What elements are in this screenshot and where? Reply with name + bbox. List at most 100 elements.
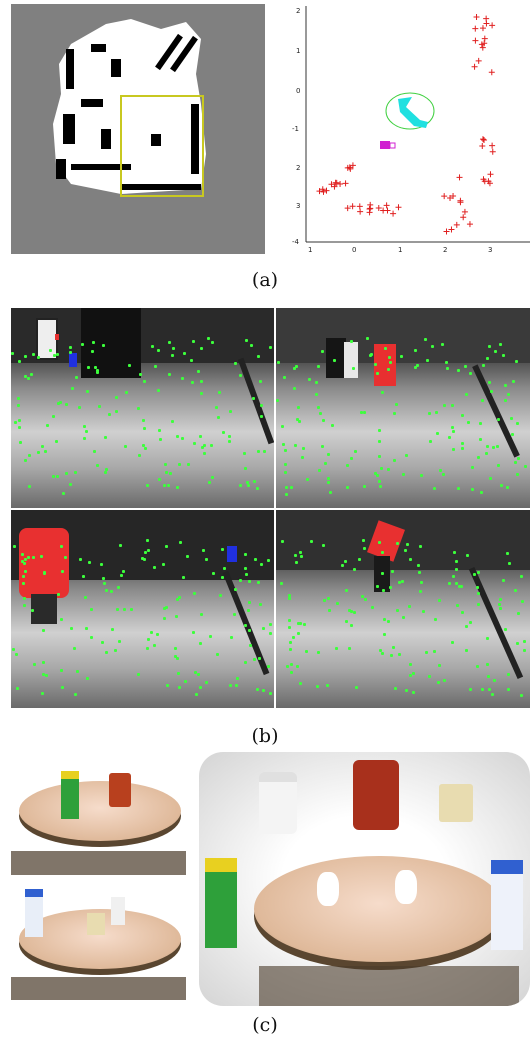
feature-point xyxy=(493,679,496,682)
feature-point xyxy=(171,354,174,357)
red-cross-points xyxy=(316,14,496,235)
feature-point xyxy=(395,403,398,406)
magenta-marker xyxy=(380,141,390,149)
feature-point xyxy=(218,391,221,394)
person-blue xyxy=(69,353,77,367)
feature-point xyxy=(208,481,211,484)
feature-point xyxy=(199,642,202,645)
feature-point xyxy=(116,608,119,611)
red-cross-point xyxy=(457,199,464,206)
feature-point xyxy=(378,480,381,483)
person-red xyxy=(55,334,59,340)
feature-point xyxy=(391,570,394,573)
feature-point xyxy=(328,609,331,612)
feature-point xyxy=(515,360,518,363)
feature-point xyxy=(88,561,91,564)
red-cross-point xyxy=(380,207,387,214)
feature-point xyxy=(192,631,195,634)
feature-point xyxy=(156,633,159,636)
feature-point xyxy=(465,393,468,396)
feature-point xyxy=(115,396,118,399)
feature-point xyxy=(174,655,177,658)
feature-point xyxy=(523,640,526,643)
feature-point xyxy=(158,478,161,481)
building xyxy=(276,510,530,570)
point-cloud-large xyxy=(199,752,530,1006)
feature-point xyxy=(507,393,510,396)
feature-point xyxy=(96,371,99,374)
feature-point xyxy=(476,586,479,589)
feature-point xyxy=(244,567,247,570)
feature-point xyxy=(499,343,502,346)
feature-point xyxy=(469,688,472,691)
feature-point xyxy=(21,553,24,556)
red-cross-point xyxy=(441,193,448,200)
feature-point xyxy=(74,693,77,696)
feature-point xyxy=(285,493,288,496)
feature-point xyxy=(110,590,113,593)
red-cross-point xyxy=(471,63,478,70)
feature-point xyxy=(301,456,304,459)
feature-point xyxy=(13,545,16,548)
feature-point xyxy=(139,373,142,376)
feature-point xyxy=(234,588,237,591)
feature-point xyxy=(439,469,442,472)
feature-point xyxy=(293,387,296,390)
feature-point xyxy=(56,353,59,356)
feature-point xyxy=(308,378,311,381)
red-cross-point xyxy=(375,205,382,212)
feature-point xyxy=(246,481,249,484)
red-cross-point xyxy=(481,35,488,42)
feature-point xyxy=(200,392,203,395)
feature-point xyxy=(295,365,298,368)
feature-point xyxy=(400,355,403,358)
feature-point xyxy=(488,381,491,384)
feature-point xyxy=(33,663,36,666)
feature-point xyxy=(211,341,214,344)
feature-point xyxy=(168,341,171,344)
feature-point xyxy=(119,544,122,547)
feature-point xyxy=(248,580,251,583)
feature-point xyxy=(303,623,306,626)
feature-point xyxy=(374,472,377,475)
feature-point xyxy=(452,448,455,451)
x-tick-label: 0 xyxy=(352,246,356,254)
feature-point xyxy=(345,620,348,623)
feature-point xyxy=(458,585,461,588)
feature-point xyxy=(83,425,86,428)
feature-point xyxy=(94,366,97,369)
feature-point xyxy=(419,590,422,593)
feature-point xyxy=(12,648,15,651)
feature-point xyxy=(239,484,242,487)
feature-point xyxy=(481,688,484,691)
feature-point xyxy=(103,582,106,585)
feature-point xyxy=(283,376,286,379)
feature-point xyxy=(491,693,494,696)
feature-point xyxy=(229,684,232,687)
feature-point xyxy=(467,421,470,424)
feature-point xyxy=(281,425,284,428)
feature-point xyxy=(327,597,330,600)
feature-point xyxy=(327,481,330,484)
feature-point xyxy=(499,607,502,610)
feature-point xyxy=(44,450,47,453)
feature-point xyxy=(81,343,84,346)
feature-point xyxy=(23,597,26,600)
feature-point xyxy=(194,671,197,674)
feature-point xyxy=(175,615,178,618)
feature-point xyxy=(288,626,291,629)
feature-point xyxy=(517,612,520,615)
feature-point xyxy=(482,364,485,367)
feature-point xyxy=(86,677,89,680)
feature-point xyxy=(434,618,437,621)
feature-point xyxy=(203,452,206,455)
feature-point xyxy=(324,462,327,465)
table-top xyxy=(19,781,181,841)
cyan-cluster xyxy=(398,97,428,128)
feature-point xyxy=(78,406,81,409)
feature-point xyxy=(379,649,382,652)
feature-point xyxy=(24,570,27,573)
feature-point xyxy=(416,364,419,367)
feature-point xyxy=(490,390,493,393)
feature-point xyxy=(217,416,220,419)
